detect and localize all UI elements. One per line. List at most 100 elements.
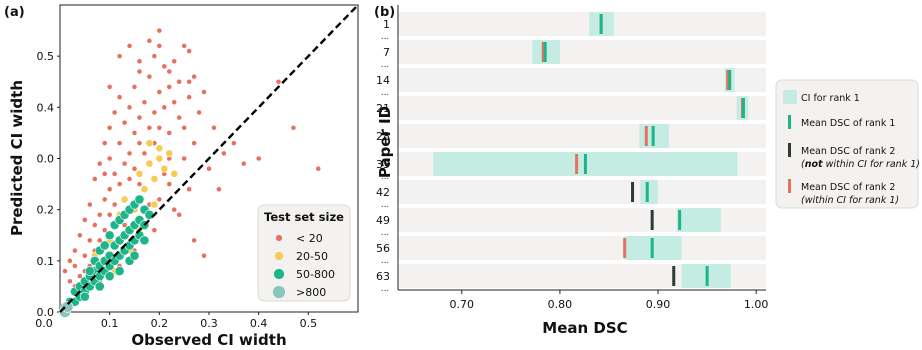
scatter-point bbox=[141, 150, 148, 157]
scatter-point bbox=[156, 89, 163, 95]
rank2-mean-marker bbox=[631, 182, 635, 202]
scatter-point bbox=[145, 159, 154, 168]
scatter-point bbox=[86, 237, 93, 244]
scatter-point bbox=[96, 211, 103, 218]
scatter-point bbox=[275, 78, 282, 85]
identity-line bbox=[59, 4, 359, 313]
rank2-mean-marker bbox=[726, 70, 730, 90]
rank2-mean-marker bbox=[575, 154, 579, 174]
scatter-points bbox=[59, 27, 322, 318]
scatter-point bbox=[76, 232, 83, 239]
scatter-point bbox=[201, 89, 207, 95]
b-x-tick-label: 0.80 bbox=[548, 298, 573, 311]
scatter-point bbox=[134, 194, 145, 205]
row-stripe bbox=[399, 124, 766, 148]
scatter-point bbox=[101, 196, 108, 203]
scatter-point bbox=[104, 271, 115, 282]
legend-text: (not within CI for rank 1) bbox=[801, 159, 920, 170]
scatter-point bbox=[196, 109, 202, 116]
scatter-point bbox=[136, 140, 143, 147]
scatter-point bbox=[156, 43, 163, 49]
scatter-point bbox=[186, 186, 193, 193]
scatter-point bbox=[191, 140, 197, 147]
y-axis-label: Predicted CI width bbox=[8, 80, 26, 236]
row-separator: ... bbox=[381, 172, 390, 182]
b-x-axis-ticks: 0.70 0.80 0.90 1.00 bbox=[450, 290, 769, 311]
scatter-point bbox=[216, 186, 222, 193]
scatter-point bbox=[171, 99, 178, 106]
scatter-point bbox=[86, 201, 93, 208]
paper-id-label: 56 bbox=[376, 242, 390, 255]
scatter-point bbox=[129, 250, 140, 261]
row-stripe bbox=[399, 236, 766, 260]
b-x-tick-label: 1.00 bbox=[744, 298, 769, 311]
scatter-point bbox=[96, 160, 103, 167]
ci-bar bbox=[676, 208, 721, 232]
scatter-point bbox=[136, 68, 143, 75]
rank1-mean-marker bbox=[705, 266, 709, 286]
scatter-point bbox=[136, 181, 143, 187]
paper-id-label: 42 bbox=[376, 186, 390, 199]
scatter-point bbox=[101, 170, 108, 177]
legend-text: Mean DSC of rank 1 bbox=[801, 118, 895, 129]
row-separator: ... bbox=[381, 228, 390, 238]
row-separator: ... bbox=[381, 116, 390, 126]
scatter-point bbox=[150, 200, 159, 209]
rank2-mean-marker bbox=[650, 210, 654, 230]
rank2-mean-marker bbox=[541, 42, 545, 62]
rank1-mean-marker bbox=[678, 210, 682, 230]
scatter-point bbox=[121, 222, 128, 228]
row-separator: ... bbox=[381, 200, 390, 210]
scatter-point bbox=[81, 216, 88, 223]
y-tick-label: 0.0 bbox=[37, 306, 55, 319]
b-legend-items: CI for rank 1 Mean DSC of rank 1 Mean DSC … bbox=[783, 90, 920, 206]
scatter-point bbox=[150, 175, 159, 183]
scatter-point bbox=[106, 83, 113, 90]
scatter-point bbox=[315, 165, 322, 172]
paper-id-label: 1 bbox=[383, 18, 390, 31]
rank1-mean-marker bbox=[543, 42, 547, 62]
scatter-point bbox=[67, 257, 73, 264]
scatter-point bbox=[114, 266, 125, 276]
rank1-mean-marker bbox=[599, 14, 603, 34]
scatter-point bbox=[161, 63, 168, 70]
scatter-point bbox=[94, 281, 105, 292]
scatter-point bbox=[61, 300, 74, 313]
scatter-point bbox=[255, 155, 262, 162]
scatter-point bbox=[96, 237, 103, 244]
legend-text: (within CI for rank 1) bbox=[801, 195, 899, 206]
row-stripe bbox=[399, 180, 766, 204]
scatter-point bbox=[131, 83, 138, 90]
rank1-mean-marker bbox=[728, 70, 732, 90]
legend-text: Mean DSC of rank 2 bbox=[801, 146, 895, 157]
scatter-point bbox=[211, 124, 217, 131]
scatter-point bbox=[67, 278, 73, 285]
scatter-point bbox=[176, 78, 183, 85]
rank2-mean-marker bbox=[644, 126, 648, 146]
x-tick-label: 0.4 bbox=[250, 317, 268, 330]
scatter-point bbox=[126, 176, 133, 182]
scatter-point bbox=[131, 130, 138, 136]
scatter-point bbox=[166, 83, 173, 90]
scatter-point bbox=[76, 273, 83, 280]
scatter-point bbox=[240, 160, 247, 167]
ci-bar bbox=[640, 180, 659, 204]
scatter-point bbox=[181, 124, 188, 131]
legend-text: Mean DSC of rank 2 bbox=[801, 182, 895, 193]
row-stripe bbox=[399, 68, 766, 92]
row-separator: ... bbox=[381, 256, 390, 266]
row-stripe bbox=[399, 96, 766, 120]
interval-legend: CI for rank 1 Mean DSC of rank 1 Mean DSC … bbox=[775, 79, 920, 209]
scatter-point bbox=[155, 154, 164, 163]
row-stripe bbox=[399, 12, 766, 36]
scatter-point bbox=[121, 160, 128, 167]
scatter-point bbox=[191, 73, 197, 80]
scatter-point bbox=[106, 155, 113, 162]
scatter-point bbox=[186, 48, 193, 54]
scatter-point bbox=[156, 27, 163, 34]
scatter-point bbox=[126, 43, 133, 49]
row-separator: ... bbox=[381, 88, 390, 98]
scatter-point bbox=[106, 211, 113, 218]
scatter-point bbox=[170, 169, 179, 178]
x-axis-label: Observed CI width bbox=[131, 331, 286, 349]
